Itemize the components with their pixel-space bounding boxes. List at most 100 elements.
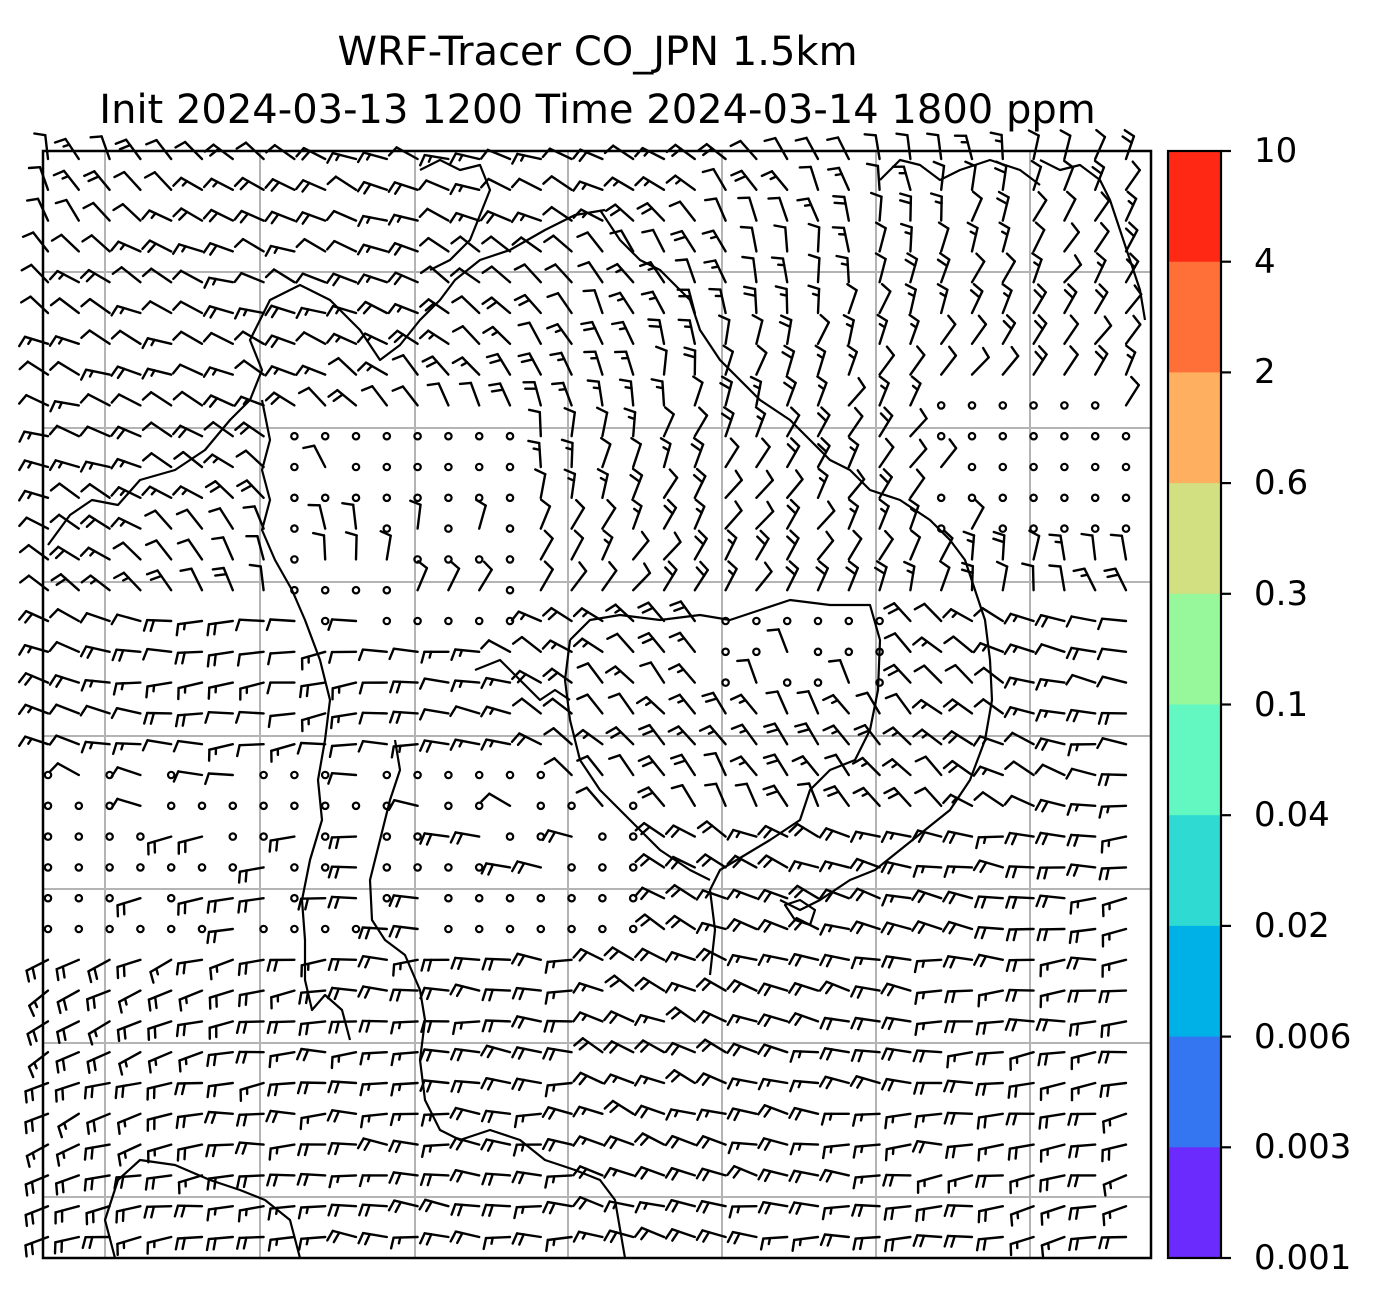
wind-barb — [1039, 1174, 1066, 1193]
calm-wind-circle — [320, 832, 330, 841]
wind-barb — [881, 758, 912, 777]
wind-barb — [913, 958, 943, 974]
wind-barb — [632, 562, 652, 592]
wind-barb — [79, 368, 111, 381]
wind-barb — [789, 1049, 820, 1063]
wind-barb — [1004, 831, 1035, 846]
calm-wind-circle — [197, 863, 207, 872]
wind-barb — [379, 530, 392, 561]
wind-barb — [639, 261, 666, 284]
wind-barb — [791, 755, 820, 777]
wind-barb — [832, 194, 850, 222]
wind-barb — [882, 1173, 912, 1187]
wind-barb — [392, 958, 419, 977]
wind-barb — [757, 1104, 789, 1118]
calm-wind-circle — [875, 616, 884, 626]
wind-barb — [942, 955, 974, 969]
wind-barb — [204, 480, 235, 499]
wind-barb — [541, 1137, 573, 1152]
wind-barb — [788, 982, 820, 996]
wind-barb — [582, 289, 604, 315]
wind-barb — [846, 283, 858, 315]
wind-barb — [1009, 1050, 1035, 1072]
wind-barb — [936, 283, 949, 315]
wind-barb — [880, 921, 912, 936]
wind-barb — [821, 1204, 850, 1221]
wind-barb — [726, 1014, 758, 1027]
calm-wind-circle — [444, 893, 453, 903]
wind-barb — [388, 1139, 419, 1154]
wind-barb — [1004, 760, 1035, 777]
wind-barb — [511, 152, 542, 165]
wind-barb — [913, 602, 943, 623]
wind-barb — [24, 1174, 50, 1197]
wind-barb — [1065, 615, 1097, 628]
wind-barb — [880, 860, 912, 875]
wind-barb — [79, 393, 111, 407]
wind-barb — [449, 182, 481, 196]
calm-wind-circle — [351, 431, 361, 441]
wind-barb — [233, 209, 265, 224]
wind-barb — [573, 1037, 604, 1054]
wind-barb — [235, 449, 265, 469]
wind-barb — [1059, 129, 1072, 161]
wind-barb — [726, 1164, 758, 1179]
wind-barb — [50, 573, 81, 592]
colorbar-tick-label: 10 — [1254, 131, 1298, 171]
wind-barb — [175, 1020, 204, 1038]
wind-barb — [480, 1076, 512, 1091]
wind-barb — [204, 772, 235, 786]
wind-barb — [327, 895, 358, 909]
wind-barb — [904, 283, 917, 315]
wind-barb — [206, 650, 235, 668]
wind-barb — [786, 437, 801, 469]
calm-wind-circle — [1090, 431, 1100, 441]
wind-barb — [543, 727, 573, 746]
wind-barb — [146, 835, 173, 856]
wind-barb — [603, 1099, 635, 1116]
wind-barb — [572, 180, 604, 192]
wind-barb — [600, 436, 612, 469]
wind-barb — [1093, 283, 1109, 315]
wind-barb — [328, 650, 358, 664]
wind-barb — [973, 666, 1004, 684]
wind-barb — [539, 498, 552, 530]
wind-barb — [83, 1081, 111, 1100]
wind-barb — [572, 637, 604, 653]
wind-barb — [387, 799, 419, 811]
wind-barb — [541, 639, 573, 653]
wind-barb — [634, 1201, 666, 1214]
calm-wind-circle — [166, 924, 176, 934]
wind-barb — [603, 1200, 635, 1213]
wind-barb — [757, 1137, 789, 1151]
wind-barb — [388, 894, 419, 908]
coastline — [783, 898, 817, 927]
wind-barb — [942, 759, 974, 777]
wind-barb — [267, 712, 296, 729]
wind-barb — [603, 1229, 635, 1244]
wind-barb — [698, 724, 727, 746]
wind-barb — [883, 632, 912, 653]
wind-barb — [664, 1041, 696, 1056]
wind-barb — [300, 712, 327, 733]
wind-barb — [757, 1043, 789, 1058]
wind-barb — [977, 989, 1004, 1008]
wind-barb — [973, 791, 1004, 807]
wind-barb — [1009, 1235, 1035, 1257]
wind-barb — [852, 1174, 881, 1190]
calm-wind-circle — [782, 678, 792, 687]
wind-barb — [659, 437, 672, 469]
wind-barb — [357, 1231, 388, 1246]
wind-barb — [113, 1174, 142, 1190]
wind-barb — [513, 1112, 542, 1129]
wind-barb — [757, 953, 789, 966]
calm-wind-circle — [628, 832, 638, 841]
colorbar-band — [1168, 483, 1221, 595]
wind-barb — [1004, 1018, 1035, 1032]
wind-barb — [974, 926, 1004, 940]
wind-barb — [739, 225, 758, 253]
wind-barb — [881, 1016, 912, 1031]
wind-barb — [480, 639, 512, 653]
wind-barb — [49, 545, 81, 561]
